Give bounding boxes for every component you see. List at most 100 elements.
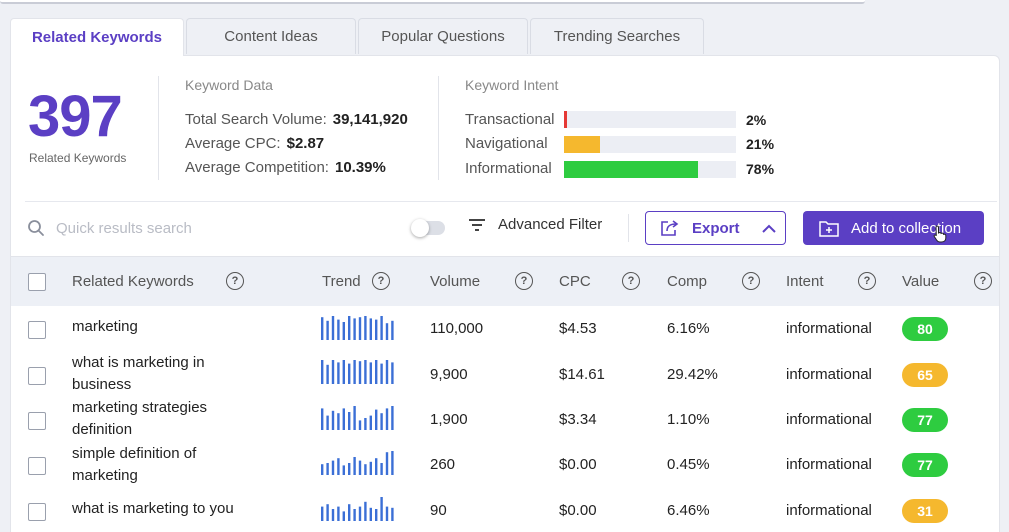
row-checkbox[interactable] xyxy=(28,367,46,385)
help-icon[interactable]: ? xyxy=(858,272,876,290)
intent-label-informational: Informational xyxy=(465,160,552,177)
column-header-cpc[interactable]: CPC xyxy=(559,273,591,290)
divider xyxy=(438,76,439,180)
keyword-cell[interactable]: marketing xyxy=(72,318,138,335)
average-competition: Average Competition: 10.39% xyxy=(185,159,386,176)
keyword-count: 397 xyxy=(28,84,123,149)
table-row[interactable]: marketing 110,000 $4.53 6.16% informatio… xyxy=(11,306,999,352)
trend-bar xyxy=(369,415,372,430)
search-input[interactable] xyxy=(56,216,376,240)
advanced-filter-button[interactable]: Advanced Filter xyxy=(468,216,602,233)
help-icon[interactable]: ? xyxy=(515,272,533,290)
intent-bar-fill xyxy=(564,136,601,153)
trend-bar xyxy=(391,362,394,384)
trend-bar xyxy=(353,509,356,521)
trend-bar xyxy=(326,463,329,475)
keyword-cell[interactable]: simple definition of marketing xyxy=(72,445,197,484)
trend-bar xyxy=(391,406,394,430)
export-icon xyxy=(661,220,679,236)
table-row[interactable]: marketing strategies definition 1,900 $3… xyxy=(11,397,999,443)
volume-cell: 260 xyxy=(430,456,456,473)
table-row[interactable]: simple definition of marketing 260 $0.00… xyxy=(11,442,999,488)
trend-bar xyxy=(348,412,351,430)
trend-bar xyxy=(326,320,329,340)
intent-bar-informational xyxy=(564,161,736,178)
intent-label-navigational: Navigational xyxy=(465,135,548,152)
trend-bar xyxy=(364,501,367,521)
row-checkbox[interactable] xyxy=(28,503,46,521)
tab-content-ideas[interactable]: Content Ideas xyxy=(186,18,356,54)
top-edge xyxy=(0,0,865,4)
cpc-cell: $3.34 xyxy=(559,411,597,428)
tab-popular-questions[interactable]: Popular Questions xyxy=(358,18,528,54)
value-badge: 31 xyxy=(902,499,948,523)
trend-bar xyxy=(364,316,367,340)
trend-bar xyxy=(385,323,389,340)
value-badge: 80 xyxy=(902,317,948,341)
help-icon[interactable]: ? xyxy=(742,272,760,290)
trend-bar xyxy=(321,506,324,521)
trend-bar xyxy=(375,409,378,430)
keyword-count-label: Related Keywords xyxy=(29,151,127,165)
keyword-cell[interactable]: what is marketing to you xyxy=(72,500,234,517)
trend-bar xyxy=(326,504,329,521)
keyword-cell[interactable]: what is marketing in business xyxy=(72,354,205,393)
total-search-volume-value: 39,141,920 xyxy=(332,111,408,128)
trend-bar xyxy=(391,451,394,475)
tab-bar: Related Keywords Content Ideas Popular Q… xyxy=(10,18,706,56)
trend-bar xyxy=(348,316,351,340)
trend-bar xyxy=(342,465,345,475)
intent-bar-fill xyxy=(564,111,568,128)
intent-bar-fill xyxy=(564,161,699,178)
column-header-comp[interactable]: Comp xyxy=(667,273,708,290)
row-checkbox[interactable] xyxy=(28,457,46,475)
column-header-intent[interactable]: Intent xyxy=(786,273,824,290)
export-button[interactable]: Export xyxy=(645,211,786,245)
trend-bar xyxy=(353,406,356,430)
row-checkbox[interactable] xyxy=(28,412,46,430)
volume-cell: 110,000 xyxy=(430,320,484,337)
column-header-trend[interactable]: Trend xyxy=(322,273,361,290)
cpc-cell: $14.61 xyxy=(559,366,605,383)
tab-related-keywords[interactable]: Related Keywords xyxy=(10,18,184,56)
help-icon[interactable]: ? xyxy=(622,272,640,290)
help-icon[interactable]: ? xyxy=(372,272,390,290)
keyword-cell[interactable]: marketing strategies definition xyxy=(72,399,208,438)
add-to-collection-label: Add to collection xyxy=(851,219,962,237)
tab-trending-searches[interactable]: Trending Searches xyxy=(530,18,704,54)
trend-bar xyxy=(385,506,389,521)
table-header: Related Keywords ? Trend ? Volume ? CPC … xyxy=(11,256,999,306)
help-icon[interactable]: ? xyxy=(974,272,992,290)
average-competition-value: 10.39% xyxy=(334,159,386,176)
toggle-switch[interactable] xyxy=(411,219,445,237)
trend-bar xyxy=(385,452,389,475)
add-to-collection-button[interactable]: Add to collection xyxy=(803,211,984,245)
cpc-cell: $0.00 xyxy=(559,502,597,519)
column-header-value[interactable]: Value xyxy=(902,273,940,290)
hand-cursor-icon xyxy=(933,225,947,243)
trend-bar xyxy=(375,458,378,475)
folder-plus-icon xyxy=(819,221,839,237)
total-search-volume: Total Search Volume: 39,141,920 xyxy=(185,111,408,128)
select-all-checkbox[interactable] xyxy=(28,273,46,291)
trend-bar xyxy=(375,360,378,384)
trend-bar xyxy=(364,464,367,475)
trend-bar xyxy=(369,507,372,521)
trend-bar xyxy=(391,507,394,521)
trend-sparkline xyxy=(321,451,394,475)
trend-bar xyxy=(331,460,335,475)
table-row[interactable]: what is marketing to you 90 $0.00 6.46% … xyxy=(11,487,999,532)
column-header-volume[interactable]: Volume xyxy=(430,273,481,290)
table-row[interactable]: what is marketing in business 9,900 $14.… xyxy=(11,351,999,397)
intent-cell: informational xyxy=(786,366,872,383)
help-icon[interactable]: ? xyxy=(226,272,244,290)
intent-pct-transactional: 2% xyxy=(746,112,767,128)
trend-bar xyxy=(364,360,367,384)
value-badge: 77 xyxy=(902,408,948,432)
trend-bar xyxy=(321,464,324,475)
intent-bar-navigational xyxy=(564,136,736,153)
trend-bar xyxy=(385,360,389,384)
column-header-keywords[interactable]: Related Keywords xyxy=(72,273,194,290)
trend-bar xyxy=(380,363,383,384)
row-checkbox[interactable] xyxy=(28,321,46,339)
